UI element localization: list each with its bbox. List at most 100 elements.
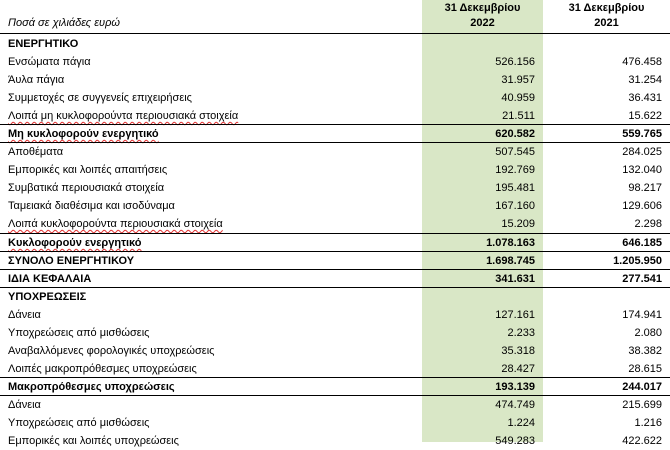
row-label: ΙΔΙΑ ΚΕΦΑΛΑΙΑ — [8, 273, 92, 285]
row-label: Δάνεια — [8, 399, 41, 411]
value-2022: 31.957 — [501, 74, 535, 86]
value-2022: 474.749 — [495, 399, 535, 411]
value-2022: 2.233 — [507, 327, 535, 339]
value-2022: 1.698.745 — [486, 255, 535, 267]
table-row: Εμπορικές και λοιπές υποχρεώσεις 549.283 4… — [0, 432, 670, 450]
value-2021: 132.040 — [622, 164, 662, 176]
table-row: Υποχρεώσεις από μισθώσεις 1.224 1.216 — [0, 414, 670, 432]
header-rule — [0, 33, 670, 34]
row-label: Υποχρεώσεις από μισθώσεις — [8, 327, 150, 339]
value-2021: 422.622 — [622, 435, 662, 447]
value-2022: 40.959 — [501, 92, 535, 104]
value-2021: 215.699 — [622, 399, 662, 411]
table-row: Λοιπά μη κυκλοφορούντα περιουσιακά στοιχ… — [0, 107, 670, 125]
value-2021: 15.622 — [628, 110, 662, 122]
row-label: Λοιπές μακροπρόθεσμες υποχρεώσεις — [8, 363, 197, 375]
header-2021-year: 2021 — [594, 17, 619, 29]
value-2021: 31.254 — [628, 74, 662, 86]
table-row: Μη κυκλοφορούν ενεργητικό 620.582 559.765 — [0, 125, 670, 143]
value-2022: 1.224 — [507, 417, 535, 429]
value-2021: 277.541 — [622, 273, 662, 285]
table-row: ΕΝΕΡΓΗΤΙΚΟ — [0, 35, 670, 53]
value-2022: 15.209 — [501, 218, 535, 230]
row-label: Δάνεια — [8, 309, 41, 321]
row-label: Μη κυκλοφορούν ενεργητικό — [8, 128, 159, 140]
row-rule — [0, 287, 670, 288]
value-2022: 1.078.163 — [486, 237, 535, 249]
header-2022-year: 2022 — [470, 17, 495, 29]
table-row: Ταμειακά διαθέσιμα και ισοδύναμα 167.160 1… — [0, 197, 670, 215]
table-row: ΣΥΝΟΛΟ ΕΝΕΡΓΗΤΙΚΟΥ 1.698.745 1.205.950 — [0, 252, 670, 270]
row-label: Εμπορικές και λοιπές απαιτήσεις — [8, 164, 168, 176]
row-label: Αποθέματα — [8, 146, 64, 158]
row-label: Υποχρεώσεις από μισθώσεις — [8, 417, 150, 429]
value-2021: 1.205.950 — [613, 255, 662, 267]
table-row: Συμμετοχές σε συγγενείς επιχειρήσεις 40.9… — [0, 89, 670, 107]
row-label: ΣΥΝΟΛΟ ΕΝΕΡΓΗΤΙΚΟΥ — [8, 255, 135, 267]
row-label: ΕΝΕΡΓΗΤΙΚΟ — [8, 38, 79, 50]
value-2022: 620.582 — [495, 128, 535, 140]
value-2022: 195.481 — [495, 182, 535, 194]
value-2022: 507.545 — [495, 146, 535, 158]
row-rule — [0, 233, 670, 234]
value-2021: 36.431 — [628, 92, 662, 104]
value-2021: 1.216 — [634, 417, 662, 429]
table-row: Λοιπά κυκλοφορούντα περιουσιακά στοιχεία… — [0, 215, 670, 233]
value-2021: 174.941 — [622, 309, 662, 321]
units-caption: Ποσά σε χιλιάδες ευρώ — [8, 17, 120, 29]
value-2022: 341.631 — [495, 273, 535, 285]
table-row: Λοιπές μακροπρόθεσμες υποχρεώσεις 28.427 2… — [0, 360, 670, 378]
row-rule — [0, 269, 670, 270]
row-rule — [0, 377, 670, 378]
row-rule — [0, 142, 670, 143]
header-2021: 31 Δεκεμβρίου 2021 — [543, 1, 670, 31]
value-2021: 284.025 — [622, 146, 662, 158]
value-2022: 192.769 — [495, 164, 535, 176]
value-2022: 127.161 — [495, 309, 535, 321]
table-row: ΙΔΙΑ ΚΕΦΑΛΑΙΑ 341.631 277.541 — [0, 270, 670, 288]
header-2021-date: 31 Δεκεμβρίου — [568, 2, 645, 14]
row-label: Αναβαλλόμενες φορολογικές υποχρεώσεις — [8, 345, 215, 357]
value-2021: 2.298 — [634, 218, 662, 230]
value-2022: 193.139 — [495, 381, 535, 393]
row-rule — [0, 124, 670, 125]
table-row: Δάνεια 474.749 215.699 — [0, 396, 670, 414]
row-label: Άυλα πάγια — [8, 74, 65, 86]
value-2021: 28.615 — [628, 363, 662, 375]
table-row: Δάνεια 127.161 174.941 — [0, 306, 670, 324]
row-rule — [0, 251, 670, 252]
value-2021: 244.017 — [622, 381, 662, 393]
value-2022: 21.511 — [502, 110, 535, 122]
value-2021: 38.382 — [628, 345, 662, 357]
table-row: Ενσώματα πάγια 526.156 476.458 — [0, 53, 670, 71]
value-2021: 646.185 — [622, 237, 662, 249]
row-label: Λοιπά κυκλοφορούντα περιουσιακά στοιχεία — [8, 218, 223, 230]
row-rule — [0, 395, 670, 396]
table-row: Υποχρεώσεις από μισθώσεις 2.233 2.080 — [0, 324, 670, 342]
value-2021: 129.606 — [622, 200, 662, 212]
row-label: Συμβατικά περιουσιακά στοιχεία — [8, 182, 165, 194]
value-2021: 2.080 — [634, 327, 662, 339]
value-2021: 476.458 — [622, 56, 662, 68]
value-2021: 98.217 — [628, 182, 662, 194]
row-label: ΥΠΟΧΡΕΩΣΕΙΣ — [8, 291, 87, 303]
value-2021: 559.765 — [622, 128, 662, 140]
value-2022: 167.160 — [495, 200, 535, 212]
row-label: Μακροπρόθεσμες υποχρεώσεις — [8, 381, 175, 393]
row-label: Ενσώματα πάγια — [8, 56, 91, 68]
table-row: Μακροπρόθεσμες υποχρεώσεις 193.139 244.017 — [0, 378, 670, 396]
table-row: Εμπορικές και λοιπές απαιτήσεις 192.769 13… — [0, 161, 670, 179]
row-label: Εμπορικές και λοιπές υποχρεώσεις — [8, 435, 179, 447]
row-label: Κυκλοφορούν ενεργητικό — [8, 237, 142, 249]
row-label: Συμμετοχές σε συγγενείς επιχειρήσεις — [8, 92, 192, 104]
table-row: Αποθέματα 507.545 284.025 — [0, 143, 670, 161]
table-row: Κυκλοφορούν ενεργητικό 1.078.163 646.185 — [0, 234, 670, 252]
value-2022: 526.156 — [495, 56, 535, 68]
highlight-column-2022 — [422, 0, 543, 442]
table-row: Αναβαλλόμενες φορολογικές υποχρεώσεις 35.… — [0, 342, 670, 360]
value-2022: 35.318 — [501, 345, 535, 357]
table-row: ΥΠΟΧΡΕΩΣΕΙΣ — [0, 288, 670, 306]
row-label: Λοιπά μη κυκλοφορούντα περιουσιακά στοιχ… — [8, 110, 239, 122]
table-row: Άυλα πάγια 31.957 31.254 — [0, 71, 670, 89]
